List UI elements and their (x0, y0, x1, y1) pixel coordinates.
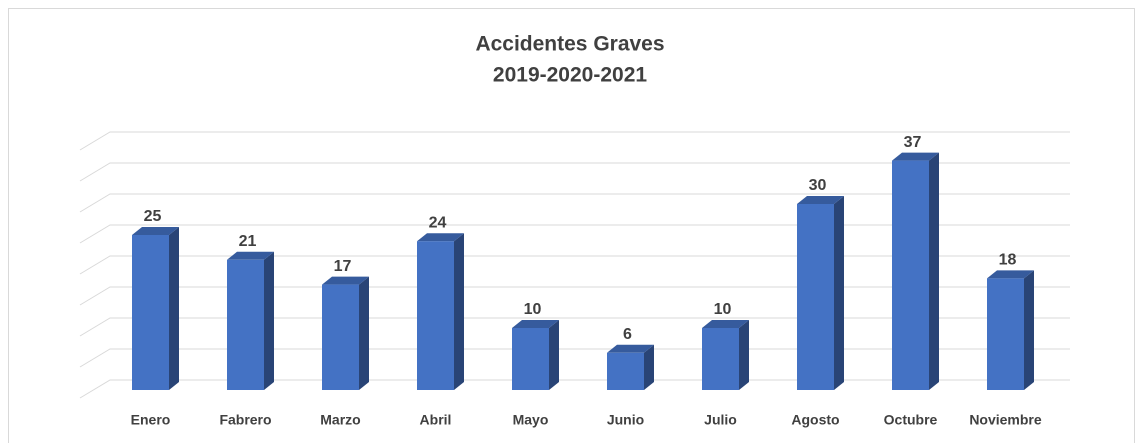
bar-side (644, 344, 654, 390)
grid-line (79, 317, 1070, 337)
bar (702, 328, 739, 390)
data-label: 10 (714, 301, 732, 318)
bar-side (929, 152, 939, 390)
x-tick-label: Marzo (320, 412, 360, 428)
bar-top (702, 320, 749, 328)
grid-line (79, 162, 1070, 182)
grid-line (79, 131, 1070, 151)
bar (227, 259, 264, 390)
chart-title: Accidentes Graves (475, 33, 664, 56)
chart-subtitle: 2019-2020-2021 (493, 64, 647, 87)
bar-side (549, 320, 559, 390)
x-tick-label: Agosto (791, 412, 839, 428)
data-label: 30 (809, 177, 827, 194)
bar-side (359, 276, 369, 390)
x-tick-label: Julio (704, 412, 737, 428)
bar-top (227, 251, 274, 260)
data-label: 37 (904, 134, 922, 151)
x-tick-label: Noviembre (969, 412, 1042, 428)
bar-top (132, 227, 179, 235)
chart-frame (8, 8, 1135, 443)
grid-line (79, 193, 1070, 213)
grid-line (79, 286, 1070, 306)
bar (607, 352, 644, 390)
bar (797, 204, 834, 390)
x-tick-label: Mayo (513, 412, 549, 428)
bar-side (1024, 270, 1034, 390)
data-label: 21 (239, 233, 257, 250)
grid-line (79, 224, 1070, 244)
x-tick-label: Fabrero (219, 412, 271, 428)
bar-side (739, 320, 749, 390)
bar-top (987, 270, 1034, 279)
data-label: 17 (334, 258, 352, 275)
x-tick-label: Junio (607, 412, 644, 428)
bar (987, 278, 1024, 390)
bar-side (169, 227, 179, 390)
bar-top (417, 233, 464, 242)
x-tick-label: Abril (420, 412, 452, 428)
bar-top (892, 152, 939, 161)
data-label: 6 (623, 326, 632, 343)
bar-side (454, 233, 464, 390)
x-tick-label: Enero (131, 412, 171, 428)
bar-side (264, 251, 274, 390)
grid-line (79, 348, 1070, 368)
bar (322, 284, 359, 390)
grid-line (79, 255, 1070, 275)
data-label: 10 (524, 301, 542, 318)
bar (417, 241, 454, 390)
bar (512, 328, 549, 390)
data-label: 24 (429, 214, 447, 231)
x-tick-label: Octubre (884, 412, 938, 428)
bar-side (834, 196, 844, 390)
bar-top (322, 276, 369, 285)
bar-top (797, 196, 844, 204)
bar-top (512, 320, 559, 328)
bar (892, 160, 929, 390)
data-label: 18 (999, 252, 1017, 269)
data-label: 25 (144, 208, 162, 225)
bar-top (607, 344, 654, 353)
bar (132, 235, 169, 390)
grid-line (79, 379, 1070, 399)
